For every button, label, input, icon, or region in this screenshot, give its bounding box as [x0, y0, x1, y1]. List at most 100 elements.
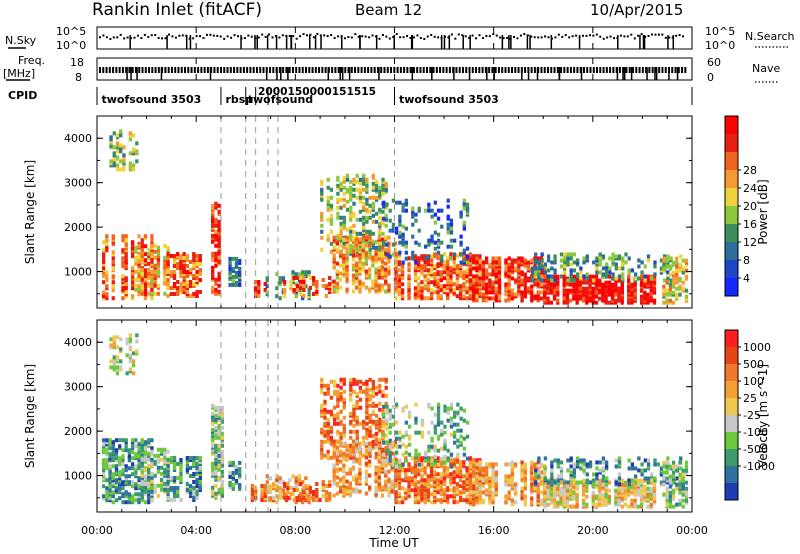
velocity-cell [420, 474, 424, 479]
velocity-cell [121, 500, 125, 505]
velocity-cell [111, 456, 115, 461]
nsky-point [402, 36, 405, 39]
power-cell [320, 223, 324, 228]
power-cell [621, 262, 625, 267]
velocity-cell [377, 443, 381, 448]
power-cell [351, 263, 356, 268]
velocity-cell [364, 479, 369, 484]
velocity-cell [291, 492, 295, 497]
velocity-cell [125, 371, 129, 376]
power-cell [121, 288, 125, 293]
velocity-cell [559, 486, 563, 491]
power-cell [140, 267, 144, 272]
power-cell [601, 254, 606, 259]
power-cell [388, 218, 392, 223]
velocity-cell [131, 359, 136, 364]
velocity-cell [324, 484, 329, 488]
power-cell [468, 252, 472, 257]
freq-drop [453, 67, 455, 80]
freq-drop [341, 67, 344, 80]
power-cell [355, 285, 359, 290]
freq-tick-bottom: 8 [75, 71, 82, 84]
nsky-point [481, 37, 484, 40]
power-cell [358, 177, 363, 182]
velocity-cell [510, 478, 515, 483]
power-cell [439, 270, 443, 275]
velocity-cell [308, 486, 313, 490]
power-cell [115, 155, 120, 160]
power-cell [581, 298, 586, 303]
velocity-cell [358, 421, 363, 426]
velocity-cell [423, 496, 427, 501]
power-cell [234, 274, 239, 279]
power-cell [579, 266, 583, 271]
power-cell [377, 287, 381, 292]
power-cell [481, 286, 486, 291]
power-cell [101, 258, 106, 263]
nsky-point [147, 35, 150, 38]
power-cell [404, 250, 408, 255]
power-cell [387, 265, 391, 270]
nsky-point [99, 36, 101, 39]
power-cell [111, 288, 115, 293]
velocity-cell [539, 476, 544, 481]
velocity-cell [417, 496, 421, 501]
velocity-cell [137, 464, 141, 469]
power-cell [433, 264, 437, 269]
velocity-cell [410, 466, 414, 471]
power-cell [497, 278, 502, 283]
velocity-cell [188, 484, 193, 488]
velocity-cell [491, 468, 495, 473]
velocity-cell [381, 393, 385, 398]
velocity-cell [172, 498, 177, 502]
power-cell [371, 205, 375, 210]
velocity-cell [378, 389, 382, 394]
velocity-cell [211, 485, 215, 490]
nsky-point [471, 34, 474, 37]
velocity-cell [238, 472, 242, 477]
velocity-cell [217, 423, 221, 428]
freq-bar [432, 67, 435, 73]
freq-bar [645, 67, 648, 73]
velocity-cell [179, 478, 183, 482]
velocity-cell [275, 494, 279, 499]
velocity-cell [137, 500, 141, 505]
velocity-cell [105, 478, 109, 483]
station-title: Rankin Inlet (fitACF) [92, 0, 262, 20]
power-cell [122, 165, 126, 170]
velocity-cell [472, 464, 476, 469]
velocity-cell [478, 482, 482, 487]
power-cell [345, 267, 349, 272]
power-cell [342, 191, 346, 196]
power-cell [458, 270, 463, 275]
velocity-cell [413, 460, 418, 465]
velocity-cell [523, 470, 527, 475]
power-cell [423, 274, 427, 279]
velocity-cell [105, 486, 109, 491]
nsky-point [378, 37, 381, 40]
velocity-cell [365, 427, 369, 432]
power-cell [491, 264, 495, 269]
power-cell [404, 256, 408, 261]
nsky-point [281, 34, 284, 37]
power-cell [546, 274, 551, 279]
power-cell [140, 277, 144, 282]
power-cell [624, 260, 628, 265]
power-cell [335, 241, 340, 246]
velocity-cell [302, 490, 306, 494]
power-cell [504, 266, 508, 271]
power-cell [649, 298, 653, 303]
power-cell [381, 191, 385, 196]
power-cell [407, 256, 411, 261]
power-cell [455, 286, 460, 291]
freq-drop [327, 67, 330, 80]
power-cell [299, 286, 303, 290]
velocity-cell [342, 467, 346, 472]
power-cell [526, 286, 531, 291]
power-cell [459, 234, 463, 239]
freq-bar [272, 67, 275, 73]
velocity-cell [552, 484, 557, 489]
freq-bar [465, 67, 468, 73]
velocity-cell [234, 470, 239, 475]
freq-bar [618, 67, 621, 73]
